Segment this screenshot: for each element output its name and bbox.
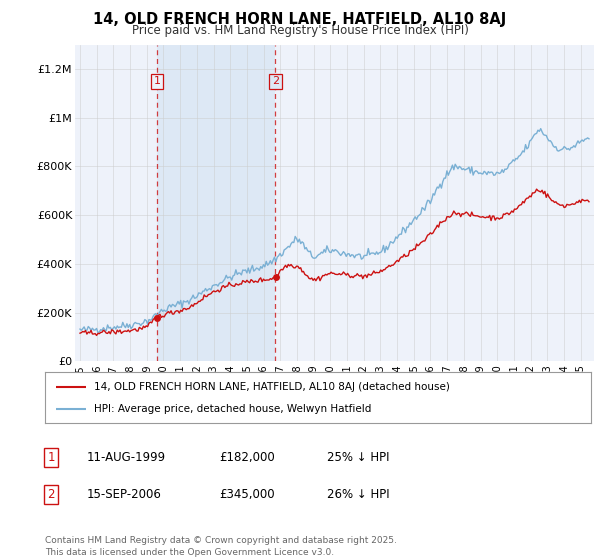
Text: 15-SEP-2006: 15-SEP-2006 [87, 488, 162, 501]
Text: 14, OLD FRENCH HORN LANE, HATFIELD, AL10 8AJ (detached house): 14, OLD FRENCH HORN LANE, HATFIELD, AL10… [94, 381, 450, 391]
Text: 1: 1 [47, 451, 55, 464]
Text: £182,000: £182,000 [219, 451, 275, 464]
Text: 26% ↓ HPI: 26% ↓ HPI [327, 488, 389, 501]
Bar [157, 45, 275, 361]
Text: 14, OLD FRENCH HORN LANE, HATFIELD, AL10 8AJ: 14, OLD FRENCH HORN LANE, HATFIELD, AL10… [94, 12, 506, 27]
Text: 2: 2 [272, 76, 279, 86]
Text: HPI: Average price, detached house, Welwyn Hatfield: HPI: Average price, detached house, Welw… [94, 404, 371, 414]
Text: 25% ↓ HPI: 25% ↓ HPI [327, 451, 389, 464]
Text: Price paid vs. HM Land Registry's House Price Index (HPI): Price paid vs. HM Land Registry's House … [131, 24, 469, 37]
Text: 11-AUG-1999: 11-AUG-1999 [87, 451, 166, 464]
Text: Contains HM Land Registry data © Crown copyright and database right 2025.
This d: Contains HM Land Registry data © Crown c… [45, 536, 397, 557]
Text: 2: 2 [47, 488, 55, 501]
Text: £345,000: £345,000 [219, 488, 275, 501]
Text: 1: 1 [154, 76, 161, 86]
